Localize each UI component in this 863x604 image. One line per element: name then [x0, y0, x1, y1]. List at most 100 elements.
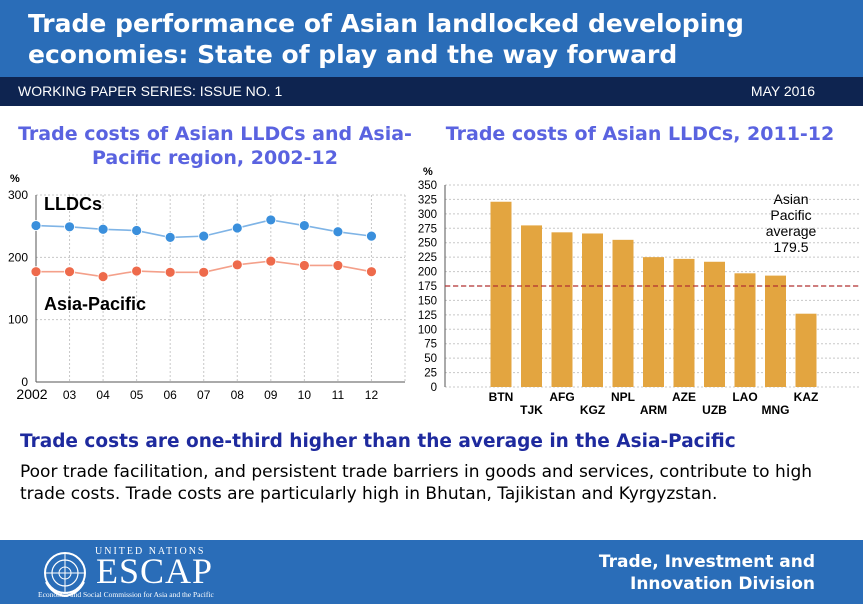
x-tick-label: TJK	[520, 403, 543, 417]
y-tick-label: 325	[418, 194, 437, 206]
x-tick-label: 08	[231, 388, 245, 402]
y-tick-label: 150	[418, 295, 437, 307]
x-tick-label: 10	[298, 388, 312, 402]
y-tick-label: 25	[424, 368, 437, 380]
x-tick-label: KGZ	[580, 403, 605, 417]
org-logo-text: ESCAP	[96, 551, 214, 591]
data-point-asia-pacific	[198, 266, 210, 278]
bar-tjk	[521, 225, 542, 387]
bar-arm	[643, 257, 664, 387]
x-tick-label: 05	[130, 388, 144, 402]
average-label-line: Asian	[773, 191, 808, 207]
bar-kgz	[582, 233, 603, 387]
x-tick-label: AZE	[672, 390, 696, 404]
data-point-asia-pacific	[64, 266, 75, 278]
data-point-lldc	[231, 222, 243, 234]
data-point-asia-pacific	[366, 266, 377, 278]
x-tick-label: 06	[164, 388, 178, 402]
average-label-line: Pacific	[770, 207, 811, 223]
y-tick-label: 125	[418, 310, 437, 322]
y-tick-label: 275	[418, 223, 437, 235]
headline: Trade costs are one-third higher than th…	[20, 431, 736, 452]
x-tick-label: 2002	[16, 386, 47, 402]
y-tick-label: 225	[418, 252, 437, 264]
data-point-asia-pacific	[164, 266, 176, 278]
org-top-label: UNITED NATIONS	[95, 546, 206, 557]
average-label-line: 179.5	[773, 239, 808, 255]
x-tick-label: NPL	[611, 390, 635, 404]
data-point-lldc	[64, 221, 75, 233]
x-tick-label: KAZ	[794, 390, 819, 404]
division-name: Trade, Investment and Innovation Divisio…	[515, 551, 815, 595]
data-point-lldc	[30, 220, 42, 231]
line-chart-title: Trade costs of Asian LLDCs and Asia-Paci…	[18, 123, 412, 169]
y-tick-label: 200	[8, 250, 28, 264]
bar-uzb	[704, 261, 725, 387]
data-point-asia-pacific	[231, 259, 243, 271]
data-point-lldc	[131, 225, 143, 236]
x-tick-label: 07	[197, 388, 211, 402]
series-label: WORKING PAPER SERIES: ISSUE NO. 1	[18, 83, 283, 99]
bar-npl	[612, 239, 634, 387]
x-tick-label: ARM	[640, 403, 667, 417]
x-tick-label: MNG	[762, 403, 790, 417]
series-bar	[0, 77, 863, 106]
x-tick-label: 12	[365, 388, 379, 402]
legend-label-lldcs: LLDCs	[44, 194, 102, 214]
bar-kaz	[795, 313, 817, 387]
division-line-2: Innovation Division	[630, 574, 815, 594]
x-tick-label: BTN	[489, 390, 514, 404]
y-axis-unit: %	[10, 173, 20, 185]
x-tick-label: AFG	[549, 390, 574, 404]
x-tick-label: 11	[332, 388, 345, 402]
data-point-lldc	[265, 214, 277, 226]
bar-aze	[673, 258, 695, 387]
y-tick-label: 300	[418, 209, 437, 221]
division-line-1: Trade, Investment and	[598, 552, 815, 572]
data-point-lldc	[97, 223, 109, 235]
y-tick-label: 50	[424, 353, 437, 365]
data-point-lldc	[332, 226, 344, 238]
bar-afg	[551, 232, 573, 387]
data-point-asia-pacific	[97, 271, 109, 283]
legend-label-asia-pacific: Asia-Pacific	[44, 294, 146, 314]
line-chart: % 0 100 200 300 2002 03 04 05 06 07 08 09 10 11 12 LLDCs…	[8, 173, 406, 402]
y-tick-label: 75	[424, 339, 437, 351]
bar-btn	[490, 201, 512, 387]
header-banner	[0, 0, 863, 77]
data-point-asia-pacific	[265, 255, 277, 267]
data-point-asia-pacific	[30, 266, 42, 278]
data-point-lldc	[164, 231, 176, 243]
bar-lao	[734, 273, 756, 387]
y-tick-label: 250	[418, 238, 437, 250]
y-tick-label: 175	[418, 281, 437, 293]
x-tick-label: 04	[96, 388, 110, 402]
y-tick-label: 200	[418, 267, 437, 279]
y-tick-label: 350	[418, 180, 437, 192]
bar-mng	[765, 275, 786, 387]
data-point-asia-pacific	[298, 260, 310, 271]
data-point-asia-pacific	[131, 265, 143, 277]
average-label-line: average	[766, 223, 817, 239]
page-title: Trade performance of Asian landlocked de…	[28, 9, 744, 69]
publication-date: MAY 2016	[750, 83, 815, 99]
un-emblem-icon	[44, 552, 86, 598]
y-tick-label: 100	[418, 324, 437, 336]
x-tick-label: UZB	[702, 403, 727, 417]
x-tick-label: LAO	[732, 390, 757, 404]
x-tick-label: 09	[264, 388, 278, 402]
data-point-lldc	[198, 230, 210, 242]
y-axis-unit: %	[423, 166, 433, 178]
y-tick-label: 0	[431, 382, 437, 394]
x-tick-label: 03	[63, 388, 77, 402]
y-tick-label: 300	[8, 188, 28, 202]
data-point-lldc	[298, 220, 310, 231]
data-point-lldc	[366, 230, 377, 242]
org-full-name: Economic and Social Commission for Asia …	[38, 590, 214, 599]
footer-bar	[0, 540, 863, 604]
bar-chart: % 0 25 50 75 100 125 150 175 200 225 250 275 300 325 35…	[418, 166, 860, 417]
y-tick-label: 100	[8, 313, 28, 327]
bar-chart-title: Trade costs of Asian LLDCs, 2011-12	[445, 123, 835, 145]
body-text: Poor trade facilitation, and persistent …	[20, 462, 813, 504]
y-tick-label: 0	[21, 375, 28, 389]
